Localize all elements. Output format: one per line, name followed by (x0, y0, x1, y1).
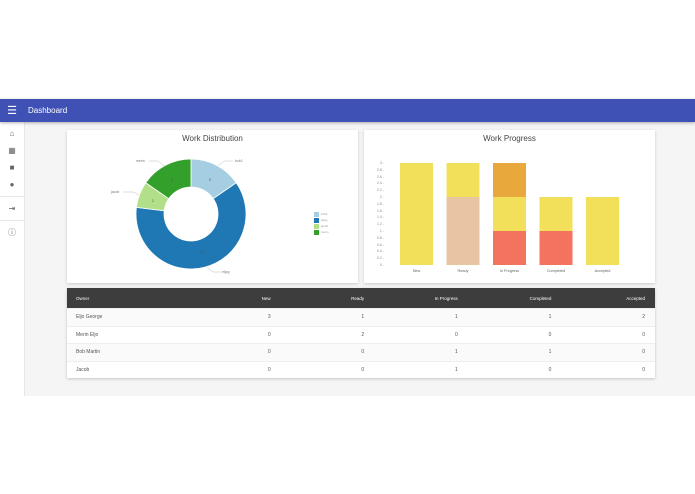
legend-item[interactable]: bob1 (314, 211, 329, 217)
count-cell: 0 (548, 331, 552, 338)
x-axis-label: New (413, 269, 421, 273)
work-table: Owner New Ready In Progress Completed Ac… (67, 288, 655, 378)
count-cell: 0 (548, 366, 552, 373)
work-progress-card: Work Progress 3 -2.8 -2.6 -2.4 -2.2 -2 -… (364, 130, 655, 283)
page-title: Dashboard (28, 106, 68, 115)
donut-chart: 2 8 1 2 bob1 eljog jacob merin (110, 158, 247, 274)
work-distribution-card: Work Distribution 2 8 1 2 bob1 eljog jac… (67, 130, 358, 283)
person-icon[interactable]: ● (9, 180, 15, 189)
header-in-progress[interactable]: In Progress (434, 295, 458, 301)
count-cell: 0 (642, 366, 645, 373)
count-cell: 1 (361, 314, 365, 321)
divider (0, 220, 24, 221)
menu-icon[interactable]: ☰ (7, 105, 17, 117)
x-axis-label: In Progress (500, 269, 520, 273)
legend-item[interactable]: eljog (314, 217, 329, 223)
count-cell: 1 (455, 314, 458, 321)
header-owner[interactable]: Owner (76, 295, 90, 301)
header-new[interactable]: New (261, 295, 271, 301)
work-icon[interactable]: ■ (9, 163, 15, 172)
count-cell: 0 (455, 331, 458, 338)
owner-cell: Jacob (76, 366, 90, 373)
count-cell: 0 (642, 331, 645, 338)
table-row[interactable]: Merin Eljo 0 2 0 0 0 (67, 325, 655, 344)
x-axis-label: Ready (458, 269, 469, 273)
count-cell: 0 (267, 349, 271, 356)
bar-segment[interactable] (493, 163, 526, 197)
bar-segment[interactable] (446, 197, 480, 265)
table-row[interactable]: Jacob 0 0 1 0 0 (67, 360, 655, 379)
chart-legend: bob1 eljog jacob merin (314, 211, 329, 235)
bar-segment[interactable] (493, 231, 526, 265)
bar-segment[interactable] (400, 163, 433, 265)
bar-segment[interactable] (539, 231, 573, 265)
owner-cell: Eljo George (76, 314, 103, 321)
slice-merin[interactable] (145, 158, 192, 200)
svg-text:2: 2 (171, 177, 174, 182)
count-cell: 2 (361, 331, 365, 338)
divider (0, 196, 24, 197)
count-cell: 1 (455, 366, 458, 373)
header-completed[interactable]: Completed (529, 295, 552, 301)
chart-title: Work Progress (483, 134, 536, 143)
slice-eljog[interactable] (135, 182, 247, 270)
stacked-bar-chart: New Ready In Progress Completed Accepted (400, 163, 619, 273)
chart-title: Work Distribution (182, 134, 243, 143)
main-content: Work Distribution 2 8 1 2 bob1 eljog jac… (25, 122, 695, 396)
bar-segment[interactable] (586, 197, 619, 265)
app-bar: ☰ Dashboard (0, 99, 695, 122)
count-cell: 0 (361, 366, 365, 373)
count-cell: 1 (455, 349, 458, 356)
exit-icon[interactable]: ⇥ (8, 204, 16, 213)
count-cell: 0 (642, 349, 645, 356)
bar-segment[interactable] (539, 197, 573, 231)
svg-text:merin: merin (136, 159, 145, 163)
svg-text:8: 8 (201, 249, 204, 254)
table-body: Eljo George 3 1 1 1 2 Merin Eljo 0 2 0 0 0 Bob Marti… (67, 308, 655, 378)
svg-text:2: 2 (209, 177, 212, 182)
bar-segment[interactable] (446, 163, 480, 197)
count-cell: 0 (267, 366, 271, 373)
legend-item[interactable]: jacob (314, 223, 329, 229)
svg-text:jacob: jacob (110, 190, 119, 194)
legend-item[interactable]: merin (314, 229, 329, 235)
sidebar: ⌂ ▦ ■ ● ⇥ ⓘ (0, 122, 25, 396)
x-axis-label: Completed (547, 269, 565, 273)
svg-text:1: 1 (152, 198, 155, 203)
table-row[interactable]: Bob Martin 0 0 1 1 0 (67, 343, 655, 361)
count-cell: 3 (267, 314, 271, 321)
count-cell: 1 (548, 314, 552, 321)
count-cell: 0 (267, 331, 271, 338)
svg-text:bob1: bob1 (235, 159, 243, 163)
svg-text:eljog: eljog (222, 270, 229, 274)
dashboard-icon[interactable]: ▦ (8, 146, 16, 155)
y-axis: 3 -2.8 -2.6 -2.4 -2.2 -2 -1.8 -1.6 -1.4 … (376, 161, 384, 267)
x-axis-label: Accepted (595, 269, 611, 273)
header-ready[interactable]: Ready (351, 295, 365, 301)
info-icon[interactable]: ⓘ (8, 228, 16, 237)
count-cell: 0 (361, 349, 365, 356)
table-header: Owner New Ready In Progress Completed Ac… (67, 288, 655, 308)
owner-cell: Merin Eljo (76, 331, 99, 338)
home-icon[interactable]: ⌂ (9, 129, 15, 138)
owner-cell: Bob Martin (76, 349, 101, 356)
table-row[interactable]: Eljo George 3 1 1 1 2 (67, 308, 655, 326)
bar-segment[interactable] (493, 197, 526, 231)
header-accepted[interactable]: Accepted (626, 295, 645, 301)
count-cell: 2 (642, 314, 645, 321)
count-cell: 1 (548, 349, 552, 356)
